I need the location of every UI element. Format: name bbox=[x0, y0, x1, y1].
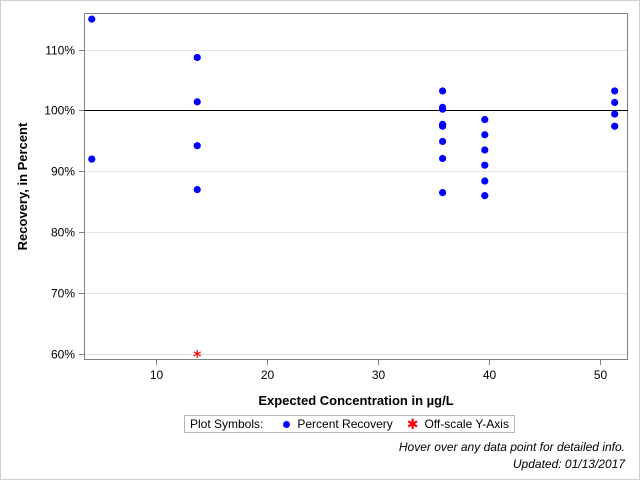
updated-date: Updated: 01/13/2017 bbox=[512, 457, 625, 471]
y-tick-label: 80% bbox=[51, 226, 75, 240]
axis-ticks: 60% 70% 80% 90% 100% 110% 10 20 30 40 50 bbox=[44, 44, 607, 383]
data-point[interactable] bbox=[438, 154, 447, 163]
y-tick-label: 100% bbox=[44, 104, 75, 118]
data-point[interactable] bbox=[438, 137, 447, 146]
data-point[interactable] bbox=[611, 98, 619, 107]
data-point[interactable] bbox=[611, 87, 619, 95]
x-tick-label: 40 bbox=[483, 368, 497, 382]
data-point[interactable] bbox=[481, 177, 489, 185]
data-point[interactable] bbox=[438, 105, 447, 113]
data-point[interactable] bbox=[481, 131, 489, 139]
data-point[interactable] bbox=[193, 185, 201, 194]
grid-lines bbox=[84, 50, 628, 355]
data-point[interactable] bbox=[88, 155, 96, 163]
x-tick-label: 30 bbox=[372, 368, 386, 382]
hover-hint: Hover over any data point for detailed i… bbox=[398, 440, 625, 454]
legend: Plot Symbols: Percent Recovery ✱ Off-sca… bbox=[184, 415, 515, 433]
data-point[interactable] bbox=[611, 110, 619, 118]
data-point[interactable] bbox=[481, 161, 489, 169]
data-point[interactable] bbox=[438, 188, 447, 197]
y-axis-title: Recovery, in Percent bbox=[15, 122, 30, 250]
data-points[interactable] bbox=[88, 15, 619, 358]
data-point[interactable] bbox=[481, 115, 489, 124]
y-tick-label: 70% bbox=[51, 287, 75, 301]
data-point[interactable] bbox=[88, 15, 96, 23]
legend-item-percent-recovery: Percent Recovery bbox=[297, 417, 393, 431]
x-axis-title: Expected Concentration in µg/L bbox=[258, 393, 453, 408]
data-point[interactable] bbox=[193, 142, 201, 150]
legend-title: Plot Symbols: bbox=[190, 417, 264, 431]
data-point[interactable] bbox=[481, 192, 489, 200]
asterisk-marker-icon: ✱ bbox=[406, 415, 419, 432]
data-point[interactable] bbox=[438, 87, 447, 95]
data-point[interactable] bbox=[438, 122, 447, 130]
plot-area-border bbox=[84, 13, 628, 360]
data-point[interactable] bbox=[193, 53, 201, 62]
y-tick-label: 110% bbox=[45, 44, 75, 58]
legend-item-off-scale: Off-scale Y-Axis bbox=[424, 417, 509, 431]
x-tick-label: 10 bbox=[150, 368, 164, 382]
off-scale-marker[interactable] bbox=[193, 349, 202, 358]
x-tick-label: 50 bbox=[594, 368, 608, 382]
data-point[interactable] bbox=[611, 122, 619, 130]
y-tick-label: 90% bbox=[51, 165, 75, 179]
x-tick-label: 20 bbox=[261, 368, 275, 382]
y-tick-label: 60% bbox=[51, 348, 75, 362]
data-point[interactable] bbox=[481, 146, 489, 154]
circle-marker-icon bbox=[283, 420, 291, 428]
data-point[interactable] bbox=[193, 98, 201, 106]
